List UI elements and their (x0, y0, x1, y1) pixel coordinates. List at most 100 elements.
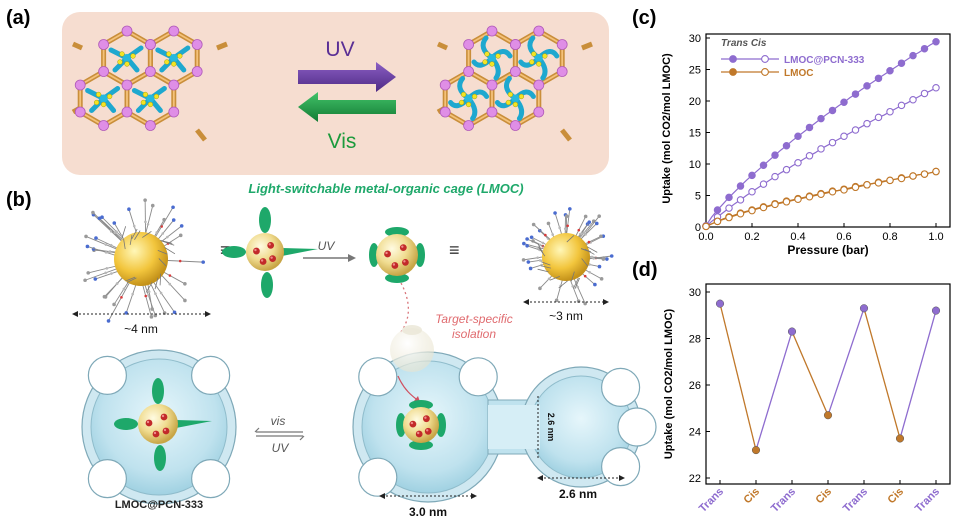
ligand-atom (105, 267, 109, 270)
azobenzene-arm (152, 378, 164, 404)
mof-strut-stub (581, 41, 593, 51)
metal-node (489, 61, 495, 67)
data-point (751, 446, 761, 455)
ligand-bond (154, 277, 159, 290)
data-point (725, 193, 733, 202)
metal-site-highlight (163, 428, 167, 432)
cycle-segment (791, 331, 829, 416)
azobenzene-arm (409, 400, 433, 410)
data-point (863, 119, 871, 128)
y-tick-label: 30 (689, 287, 701, 299)
x-tick-label: 0.4 (790, 231, 805, 243)
data-point (787, 327, 797, 336)
x-tick-label: 0.8 (882, 231, 897, 243)
isolation-path (399, 282, 410, 334)
pore-window (358, 457, 398, 497)
ligand-atom (587, 220, 592, 224)
ligand-bond (142, 231, 152, 238)
ligand-atom (547, 277, 551, 281)
metal-site (162, 427, 170, 435)
ligand-atom (132, 224, 136, 228)
panel-c: (c) 0 5 10 15 20 25 30 0.0 0.2 0.4 0.6 0.8 1.0 Pressu… (632, 7, 951, 257)
pore-window (191, 355, 231, 395)
mof-node (98, 66, 110, 77)
cage-sphere (542, 233, 590, 281)
data-point (713, 206, 722, 214)
pore-side-label: 2.6 nm (559, 487, 597, 501)
ligand-atom (131, 292, 135, 296)
mof-strut-stub (195, 128, 207, 142)
y-tick-label: 26 (689, 380, 701, 392)
ligand-atom (168, 282, 172, 286)
ligand-atom (522, 241, 526, 246)
data-point (874, 179, 883, 187)
data-point (897, 59, 906, 67)
mof-node (144, 120, 156, 131)
data-point (771, 151, 779, 159)
ligand-atom (521, 258, 526, 262)
mof-node (533, 79, 545, 91)
ligand-atom (609, 254, 614, 258)
pore-main-label: 3.0 nm (409, 505, 447, 519)
ligand-bond (126, 277, 137, 283)
ligand-bond (566, 235, 575, 243)
mof-node (145, 39, 156, 50)
panel-d: (d) 22 24 26 28 30 Uptake (mol CO2/mol LMOC) T… (632, 259, 951, 515)
ligand-atom (112, 302, 116, 307)
ligand-atom (544, 233, 547, 237)
azobenzene-arm (282, 248, 318, 256)
data-point (895, 434, 905, 443)
pore-window (600, 446, 641, 487)
ligand-atom (577, 228, 581, 232)
vis-label: Vis (328, 130, 357, 153)
y-tick-label: 15 (689, 128, 701, 140)
data-point (736, 196, 745, 204)
ligand-atom (108, 250, 111, 254)
ligand-atom (588, 270, 591, 274)
ligand-bond (121, 226, 127, 239)
data-point (817, 114, 825, 123)
ligand-atom (531, 222, 536, 227)
ligand-atom (110, 272, 113, 275)
data-point (828, 187, 837, 196)
azobenzene-arm (385, 227, 409, 237)
legend-marker-open (761, 55, 769, 63)
mof-strut-stub (71, 41, 84, 51)
ligand-atom (162, 217, 166, 222)
metal-node (518, 93, 525, 100)
data-point (713, 217, 722, 226)
panel-d-label: (d) (632, 259, 658, 281)
ligand-bond (131, 228, 138, 240)
ligand-atom (587, 240, 591, 244)
metal-node (93, 99, 100, 106)
ligand-atom (104, 251, 108, 254)
ligand-bond (158, 258, 167, 267)
mof-node (509, 66, 521, 77)
data-point (840, 186, 848, 194)
metal-node (484, 51, 490, 57)
azobenzene-arm (259, 207, 271, 233)
ligand-atom (568, 207, 572, 211)
pore-window (87, 355, 127, 395)
uv-label: UV (325, 38, 354, 61)
metal-site (267, 241, 275, 249)
mof-node (463, 39, 475, 50)
ligand-atom (171, 205, 175, 210)
mof-node (556, 39, 568, 50)
data-point (759, 203, 768, 212)
ligand-atom (104, 271, 107, 275)
x-tick-label: Cis (886, 486, 907, 507)
uv-small-label-2: UV (272, 441, 290, 455)
y-tick-label: 10 (689, 159, 701, 171)
metal-site-highlight (254, 248, 257, 252)
ligand-atom (144, 220, 147, 224)
data-point (851, 126, 860, 134)
ligand-bond (540, 265, 552, 269)
pore-window (191, 459, 231, 499)
azobenzene-arm (114, 418, 138, 430)
ligand-atom (541, 241, 545, 245)
metal-site-highlight (403, 260, 406, 263)
panel-a: (a) UV Vis (6, 7, 609, 175)
ligand-atom (526, 260, 531, 264)
